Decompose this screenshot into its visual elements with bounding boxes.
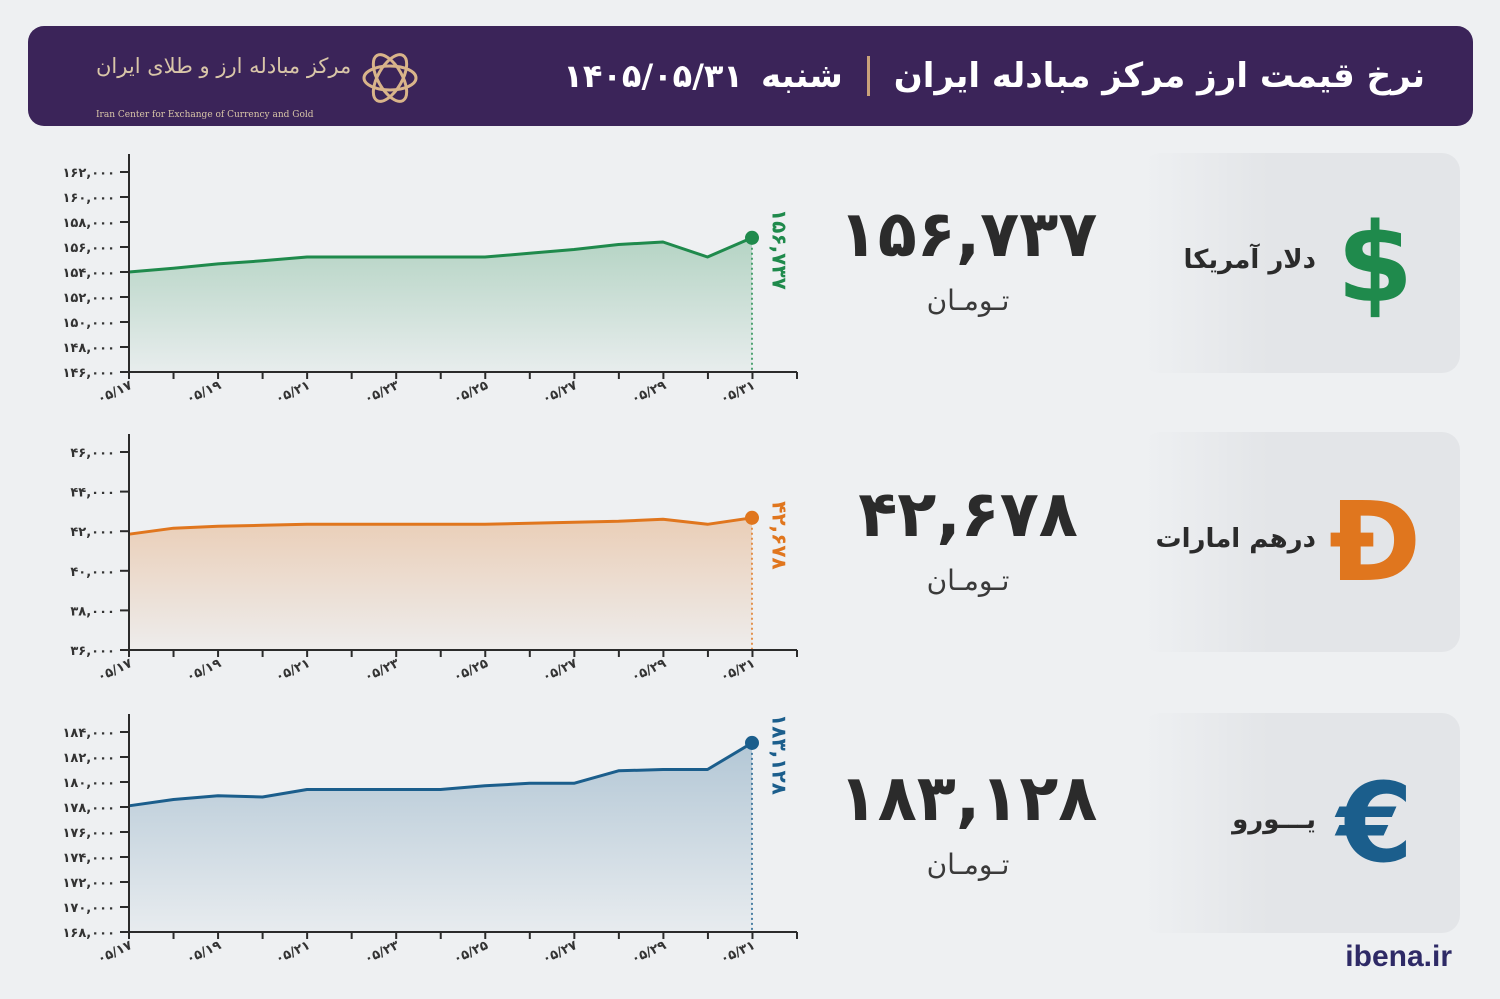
chart-area-1 (129, 517, 752, 650)
chart-last-point-1 (745, 510, 759, 525)
logo: مرکز مبادله ارز و طلای ایران Iran Center… (88, 44, 418, 120)
chart-x-tick-label-1: ۰۵/۱۹ (184, 656, 223, 685)
chart-x-tick-label-0: ۰۵/۲۵ (451, 378, 490, 407)
chart-y-tick-label-1: ۴۲,۰۰۰ (70, 525, 115, 540)
card-label-aed: درهم امارات (1155, 524, 1316, 554)
chart-y-tick-label-1: ۴۰,۰۰۰ (70, 565, 115, 580)
eur-unit: تـومـان (926, 848, 1010, 881)
dollar-sign-icon: $ (1336, 199, 1414, 327)
chart-area-0 (129, 237, 752, 372)
chart-x-tick-label-1: ۰۵/۲۵ (451, 656, 490, 685)
page-title: نرخ قیمت ارز مرکز مبادله ایران (893, 56, 1425, 96)
chart-y-tick-label-2: ۱۸۲,۰۰۰ (62, 751, 115, 766)
logo-subtitle: Iran Center for Exchange of Currency and… (96, 110, 314, 120)
chart-line-2 (128, 741, 753, 808)
header-separator (866, 56, 870, 96)
chart-x-tick-label-1: ۰۵/۲۹ (629, 656, 668, 685)
usd-price: ۱۵۶,۷۳۷ (838, 198, 1098, 272)
chart-x-tick-label-1: ۰۵/۳۱ (718, 656, 757, 685)
header-banner: نرخ قیمت ارز مرکز مبادله ایران شنبه ۱۴۰۵… (28, 26, 1473, 126)
chart-x-tick-label-0: ۰۵/۲۷ (540, 378, 579, 407)
chart-x-tick-label-2: ۰۵/۲۷ (540, 938, 579, 967)
chart-x-tick-label-1: ۰۵/۲۳ (362, 656, 401, 685)
chart-last-point-0 (745, 230, 759, 245)
chart-y-tick-label-0: ۱۵۶,۰۰۰ (62, 241, 115, 256)
chart-x-tick-label-2: ۰۵/۳۱ (718, 938, 757, 967)
chart-x-tick-label-2: ۰۵/۲۹ (629, 938, 668, 967)
card-eur: یـــورو € (1142, 713, 1460, 933)
chart-line-1 (128, 516, 753, 536)
chart-x-tick-label-2: ۰۵/۱۷ (95, 938, 134, 967)
chart-x-tick-label-0: ۰۵/۱۹ (184, 378, 223, 407)
aed-price: ۴۲,۶۷۸ (858, 478, 1078, 552)
chart-last-value-label-2: ۱۸۳,۱۲۸ (768, 714, 792, 795)
logo-mark-icon (362, 53, 418, 103)
chart-last-point-2 (745, 735, 759, 750)
chart-y-tick-label-2: ۱۷۸,۰۰۰ (62, 801, 115, 816)
chart-y-tick-label-0: ۱۵۴,۰۰۰ (62, 266, 115, 281)
chart-y-tick-label-2: ۱۶۸,۰۰۰ (62, 926, 115, 941)
chart-x-tick-label-1: ۰۵/۲۱ (273, 656, 312, 685)
chart-y-tick-label-0: ۱۵۸,۰۰۰ (62, 216, 115, 231)
aed-unit: تـومـان (926, 564, 1010, 597)
chart-x-tick-label-1: ۰۵/۲۷ (540, 656, 579, 685)
chart-last-value-label-0: ۱۵۶,۷۳۷ (768, 209, 792, 290)
brand-logo-text: ibena.ir (1345, 940, 1452, 973)
chart-y-tick-label-0: ۱۵۰,۰۰۰ (62, 316, 115, 331)
eur-price: ۱۸۳,۱۲۸ (838, 762, 1098, 836)
chart-y-tick-label-0: ۱۵۲,۰۰۰ (62, 291, 115, 306)
chart-y-tick-label-0: ۱۴۶,۰۰۰ (62, 366, 115, 381)
chart-y-tick-label-2: ۱۷۴,۰۰۰ (62, 851, 115, 866)
chart-y-tick-label-0: ۱۴۸,۰۰۰ (62, 341, 115, 356)
dirham-sign-icon: Đ (1328, 478, 1422, 606)
chart-line-0 (128, 236, 753, 274)
card-aed: درهم امارات Đ (1142, 432, 1460, 652)
chart-y-tick-label-0: ۱۶۰,۰۰۰ (62, 191, 115, 206)
chart-y-tick-label-2: ۱۸۰,۰۰۰ (62, 776, 115, 791)
chart-y-tick-label-1: ۴۶,۰۰۰ (70, 446, 115, 461)
chart-x-tick-label-2: ۰۵/۲۵ (451, 938, 490, 967)
chart-y-tick-label-2: ۱۷۶,۰۰۰ (62, 826, 115, 841)
card-usd: دلار آمریکا $ (1142, 153, 1460, 373)
chart-x-tick-label-0: ۰۵/۱۷ (95, 378, 134, 407)
chart-y-tick-label-1: ۳۸,۰۰۰ (70, 604, 115, 619)
chart-x-tick-label-0: ۰۵/۲۳ (362, 378, 401, 407)
logo-name: مرکز مبادله ارز و طلای ایران (96, 54, 352, 78)
chart-x-tick-label-0: ۰۵/۲۹ (629, 378, 668, 407)
card-label-usd: دلار آمریکا (1183, 245, 1316, 275)
chart-y-tick-label-2: ۱۷۰,۰۰۰ (62, 901, 115, 916)
card-label-eur: یـــورو (1232, 805, 1316, 835)
header-title-row: نرخ قیمت ارز مرکز مبادله ایران شنبه ۱۴۰۵… (563, 48, 1425, 104)
chart-y-tick-label-1: ۴۴,۰۰۰ (70, 486, 115, 501)
usd-unit: تـومـان (926, 284, 1010, 317)
chart-x-tick-label-1: ۰۵/۱۷ (95, 656, 134, 685)
chart-y-tick-label-0: ۱۶۲,۰۰۰ (62, 166, 115, 181)
chart-x-tick-label-2: ۰۵/۲۳ (362, 938, 401, 967)
chart-y-tick-label-1: ۳۶,۰۰۰ (70, 644, 115, 659)
chart-x-tick-label-2: ۰۵/۲۱ (273, 938, 312, 967)
chart-y-tick-label-2: ۱۸۴,۰۰۰ (62, 726, 115, 741)
chart-last-value-label-1: ۴۲,۶۷۸ (768, 501, 792, 570)
chart-x-tick-label-0: ۰۵/۳۱ (718, 378, 757, 407)
chart-x-tick-label-0: ۰۵/۲۱ (273, 378, 312, 407)
euro-sign-icon: € (1336, 759, 1414, 887)
chart-x-tick-label-2: ۰۵/۱۹ (184, 938, 223, 967)
chart-area-2 (129, 742, 752, 932)
chart-y-tick-label-2: ۱۷۲,۰۰۰ (62, 876, 115, 891)
header-date: ۱۴۰۵/۰۵/۳۱ (563, 57, 743, 95)
header-day: شنبه (760, 56, 843, 96)
